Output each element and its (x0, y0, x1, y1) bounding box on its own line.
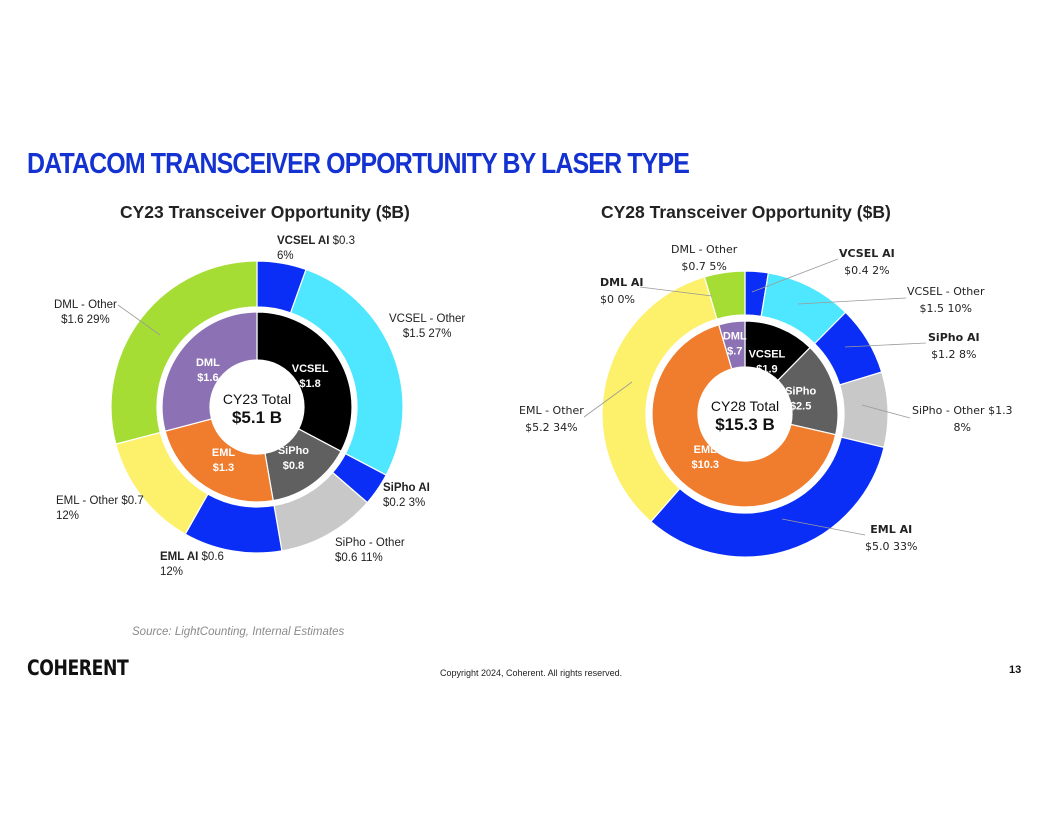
cy28-leader-sipho-ai (844, 342, 927, 348)
label-rest: $0.3 (329, 235, 355, 247)
cy23-label-sipho-ai: SiPho AI $0.2 3% (383, 481, 430, 511)
label-line2: $1.5 27% (402, 328, 452, 340)
cy23-center-value: $5.1 B (232, 408, 282, 427)
label-bold: SiPho AI (928, 331, 980, 344)
label-line2: $0.2 3% (383, 497, 426, 509)
label-rest: VCSEL - Other (389, 313, 466, 325)
label-line2: $1.6 29% (61, 314, 110, 326)
cy28-leader-eml-other (583, 381, 633, 418)
cy28-center-value: $15.3 B (715, 415, 775, 434)
label-line2: $5.2 34% (525, 421, 578, 434)
label-rest: DML - Other (671, 243, 738, 256)
cy28-label-dml-other: DML - Other $0.7 5% (671, 241, 737, 275)
cy28-inner-slice-dml (718, 320, 746, 370)
cy28-leader-eml-ai (781, 518, 866, 536)
cy23-label-eml-other: EML - Other $0.7 12% (56, 494, 144, 524)
cy23-inner-label-sipho: SiPho (278, 445, 309, 457)
cy28-label-dml-ai: DML AI $0 0% (600, 274, 644, 308)
cy23-label-dml-other: DML - Other $1.6 29% (54, 298, 117, 328)
cy28-label-sipho-ai: SiPho AI $1.2 8% (928, 329, 980, 363)
chart-title-cy28: CY28 Transceiver Opportunity ($B) (601, 202, 891, 222)
label-line2: 12% (56, 510, 80, 522)
cy23-inner-slice-vcsel (256, 311, 353, 453)
cy28-leader-vcsel-other (797, 297, 907, 305)
cy23-outer-slice-dml-other (110, 260, 258, 445)
cy28-leader-sipho-other (861, 404, 911, 419)
cy28-leader-dml-ai (639, 286, 713, 297)
label-line2: $0.6 11% (335, 552, 383, 564)
cy23-leader-dml-other (117, 304, 161, 336)
cy28-center-hole (699, 368, 791, 460)
cy28-inner-label-eml: EML (694, 444, 718, 456)
label-line2: $0.4 2% (844, 264, 890, 277)
cy23-inner-value-eml: $1.3 (213, 462, 234, 474)
cy28-label-eml-other: EML - Other $5.2 34% (519, 402, 584, 436)
label-line2: $5.0 33% (865, 540, 918, 553)
label-bold: VCSEL AI (839, 247, 895, 260)
cy23-inner-label-vcsel: VCSEL (292, 363, 329, 375)
label-line2: $1.2 8% (931, 348, 977, 361)
label-line2: 6% (277, 250, 294, 262)
cy23-inner-value-dml: $1.6 (197, 372, 218, 384)
cy28-outer-slice-eml-other (601, 276, 718, 523)
cy28-outer-slice-eml-ai (650, 436, 885, 558)
label-rest: EML - Other $0.7 (56, 495, 144, 507)
source-note: Source: LightCounting, Internal Estimate… (132, 626, 345, 638)
label-bold: DML AI (600, 276, 644, 289)
label-bold: SiPho AI (383, 482, 430, 494)
cy28-center-label: CY28 Total (711, 398, 779, 414)
copyright: Copyright 2024, Coherent. All rights res… (440, 668, 623, 678)
page-number: 13 (1009, 664, 1022, 676)
label-rest: VCSEL - Other (907, 285, 985, 298)
cy23-label-sipho-other: SiPho - Other $0.6 11% (335, 536, 405, 566)
cy23-label-eml-ai: EML AI $0.6 12% (160, 550, 224, 580)
label-line2: $1.5 10% (919, 302, 972, 315)
page-title: DATACOM TRANSCEIVER OPPORTUNITY BY LASER… (27, 148, 690, 180)
cy28-label-vcsel-other: VCSEL - Other $1.5 10% (907, 283, 984, 317)
cy28-outer-slice-dml-other (703, 270, 746, 320)
cy28-inner-label-vcsel: VCSEL (749, 348, 786, 360)
cy23-label-vcsel-ai: VCSEL AI $0.3 6% (277, 234, 355, 264)
cy23-center-label: CY23 Total (223, 391, 291, 407)
coherent-logo: COHERENT (27, 656, 129, 680)
label-rest: DML - Other (54, 299, 117, 311)
label-line2: $0.7 5% (681, 260, 727, 273)
cy23-label-vcsel-other: VCSEL - Other $1.5 27% (389, 312, 465, 342)
cy28-inner-label-sipho: SiPho (785, 386, 816, 398)
label-bold: VCSEL AI (277, 235, 330, 247)
cy23-inner-value-vcsel: $1.8 (299, 378, 320, 390)
cy23-inner-label-dml: DML (196, 357, 220, 369)
cy23-inner-value-sipho: $0.8 (283, 460, 304, 472)
cy28-label-eml-ai: EML AI $5.0 33% (865, 521, 917, 555)
cy23-inner-slice-dml (161, 311, 258, 432)
cy28-inner-label-dml: DML (723, 331, 747, 343)
cy28-inner-value-sipho: $2.5 (790, 401, 811, 413)
cy28-leader-vcsel-ai (751, 258, 839, 293)
label-line2: 12% (160, 566, 184, 578)
cy28-inner-slice-eml (651, 324, 837, 508)
label-line2: $0 0% (600, 293, 635, 306)
cy23-inner-label-eml: EML (212, 447, 236, 459)
cy28-label-sipho-other: SiPho - Other $1.3 8% (912, 402, 1013, 436)
label-rest: EML - Other (519, 404, 584, 417)
cy23-donut: VCSEL $1.8 SiPho $0.8 EML $1.3 DML $1.6 CY23 Tot… (110, 260, 404, 554)
chart-title-cy23: CY23 Transceiver Opportunity ($B) (120, 202, 410, 222)
label-rest: SiPho - Other $1.3 (912, 404, 1013, 417)
cy28-label-vcsel-ai: VCSEL AI $0.4 2% (839, 245, 895, 279)
label-rest: $0.6 (198, 551, 224, 563)
label-rest: SiPho - Other (335, 537, 405, 549)
label-line2: 8% (953, 421, 971, 434)
cy28-inner-value-eml: $10.3 (691, 459, 719, 471)
label-bold: EML AI (160, 551, 199, 563)
cy23-center-hole (211, 361, 303, 453)
cy28-inner-value-dml: $.7 (727, 346, 742, 358)
label-bold: EML AI (870, 523, 913, 536)
cy23-inner-slice-eml (164, 418, 274, 503)
